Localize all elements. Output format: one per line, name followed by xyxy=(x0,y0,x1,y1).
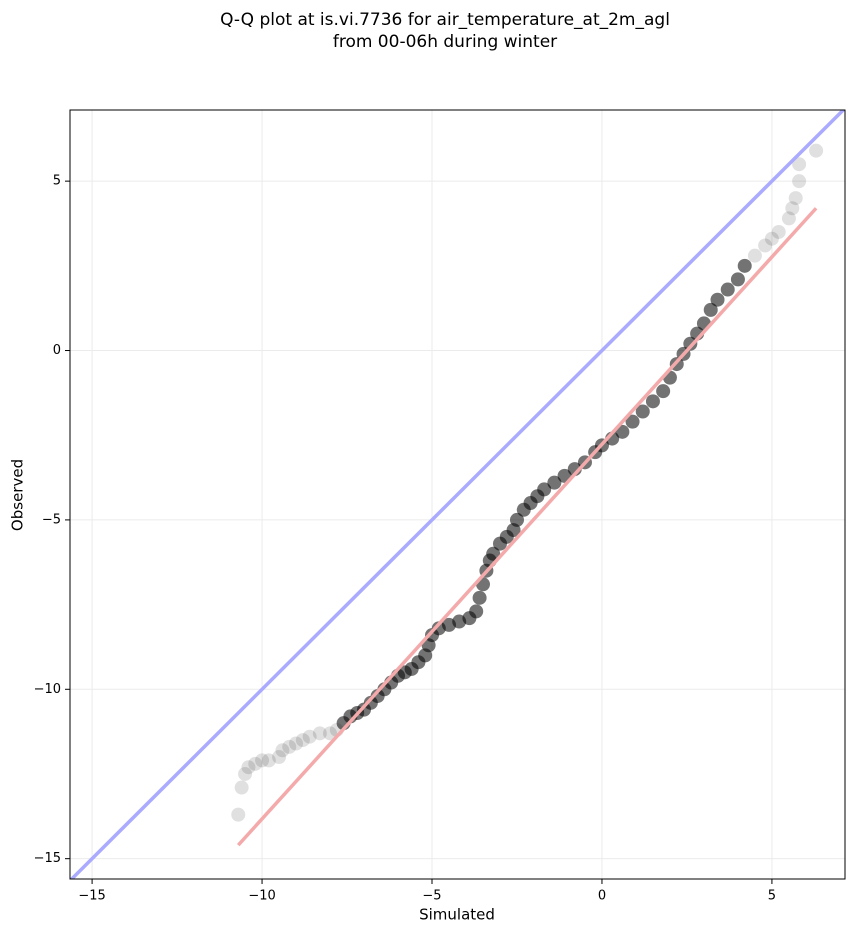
point xyxy=(792,174,807,189)
point xyxy=(788,191,803,206)
y-tick-label: −5 xyxy=(42,512,61,527)
point xyxy=(771,224,786,239)
point xyxy=(241,760,256,775)
point xyxy=(809,143,824,158)
x-tick-label: −10 xyxy=(248,889,275,904)
point xyxy=(272,750,287,765)
plot-area xyxy=(70,110,845,879)
point xyxy=(295,733,310,748)
point xyxy=(730,272,745,287)
point xyxy=(547,475,562,490)
chart-title: Q-Q plot at is.vi.7736 for air_temperatu… xyxy=(220,10,670,30)
y-tick-label: −10 xyxy=(34,682,61,697)
y-tick-label: −15 xyxy=(34,851,61,866)
point xyxy=(764,231,779,246)
point xyxy=(255,753,270,768)
y-axis-label: Observed xyxy=(9,459,27,531)
point xyxy=(234,780,249,795)
y-tick-label: 5 xyxy=(53,174,61,189)
point xyxy=(635,404,650,419)
point xyxy=(747,248,762,263)
plot-frame xyxy=(69,109,846,880)
point xyxy=(289,736,304,751)
chart-subtitle: from 00-06h during winter xyxy=(333,32,557,52)
point xyxy=(720,282,735,297)
point xyxy=(710,292,725,307)
point xyxy=(323,726,338,741)
x-tick-label: 0 xyxy=(598,889,606,904)
point xyxy=(683,336,698,351)
point xyxy=(302,729,317,744)
point xyxy=(656,384,671,399)
point xyxy=(703,302,718,317)
point xyxy=(261,753,276,768)
point xyxy=(312,726,327,741)
point xyxy=(509,512,524,527)
point xyxy=(486,546,501,561)
point xyxy=(615,424,630,439)
x-tick-label: −15 xyxy=(78,889,105,904)
point xyxy=(469,604,484,619)
point xyxy=(248,756,263,771)
point xyxy=(758,238,773,253)
point xyxy=(792,157,807,172)
point xyxy=(781,211,796,226)
point xyxy=(537,482,552,497)
x-tick-label: 5 xyxy=(768,889,776,904)
point xyxy=(625,414,640,429)
point xyxy=(275,743,290,758)
y-tick-label: 0 xyxy=(53,343,61,358)
point xyxy=(282,739,297,754)
reference-line xyxy=(236,207,818,847)
x-tick-label: −5 xyxy=(422,889,441,904)
point xyxy=(472,590,487,605)
point xyxy=(645,394,660,409)
point xyxy=(238,766,253,781)
x-axis-label: Simulated xyxy=(419,906,495,924)
reference-line xyxy=(70,110,845,879)
point xyxy=(737,258,752,273)
point xyxy=(785,201,800,216)
point xyxy=(231,807,246,822)
